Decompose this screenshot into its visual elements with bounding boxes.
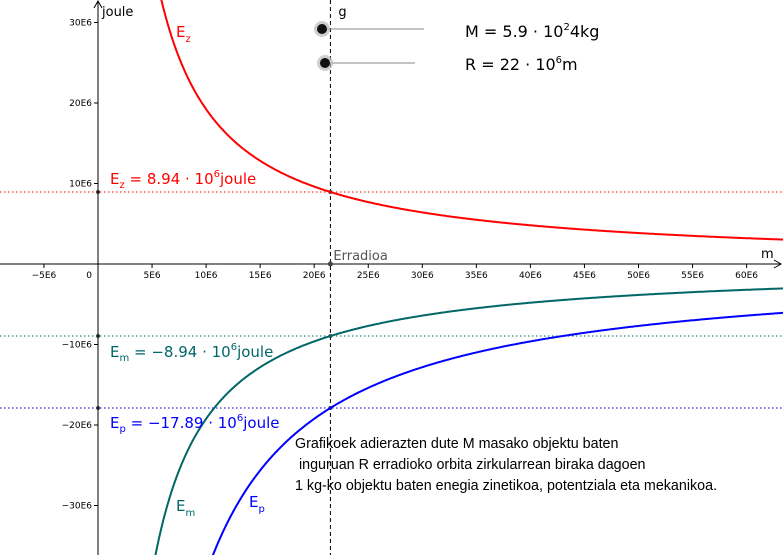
level-label-Em: Em = −8.94 · 106joule [110, 342, 273, 364]
x-tick-label: 35E6 [465, 271, 488, 281]
y-tick-label: 30E6 [69, 19, 92, 29]
x-tick-label: 0 [86, 271, 92, 281]
radius-point[interactable] [327, 261, 333, 267]
y-tick-label: 20E6 [69, 99, 92, 109]
sliders[interactable]: M = 5.9 · 1024kg R = 22 · 106m [314, 21, 599, 74]
x-tick-label: 10E6 [195, 271, 218, 281]
x-tick-label: 45E6 [573, 271, 596, 281]
level-label-Ep: Ep = −17.89 · 106joule [110, 413, 279, 435]
y-tick-label: −30E6 [62, 502, 93, 512]
radius-point-label: Erradioa [333, 249, 387, 264]
x-tick-label: 55E6 [681, 271, 704, 281]
curve-Em [154, 287, 783, 555]
ticks: −5E6 0 5E6 10E6 15E6 20E6 25E6 30E6 35E6 40E6 45E6… [32, 19, 759, 512]
description-line-1: Grafikoek adierazten dute M masako objek… [295, 436, 619, 452]
x-axis-label: m [761, 247, 774, 262]
x-tick-label: 30E6 [411, 271, 434, 281]
y-tick-label: −20E6 [62, 421, 93, 431]
x-tick-label: −5E6 [32, 271, 57, 281]
description-line-3: 1 kg-ko objektu baten enegia zinetikoa, … [295, 478, 718, 494]
description-text: Grafikoek adierazten dute M masako objek… [295, 434, 775, 497]
level-label-Ez: Ez = 8.94 · 106joule [110, 169, 256, 191]
y-axis-arrow [93, 0, 103, 9]
y-axis-label: joule [101, 5, 133, 20]
slider-label: M = 5.9 · 1024kg [465, 22, 599, 41]
description-line-2: inguruan R erradioko orbita zirkularrean… [295, 457, 646, 473]
x-tick-label: 40E6 [519, 271, 542, 281]
x-tick-label: 5E6 [143, 271, 160, 281]
radius-line-label: g [338, 5, 346, 20]
slider-handle[interactable] [320, 58, 330, 68]
slider-handle[interactable] [317, 24, 327, 34]
x-tick-label: 20E6 [303, 271, 326, 281]
curve-labels: g Erradioa Ez Em Ep Ez = 8.94 · 106joule Em = … [110, 5, 388, 519]
curve-Ez [160, 0, 783, 241]
x-axis-arrow [773, 259, 783, 269]
x-tick-label: 60E6 [735, 271, 758, 281]
slider-mass[interactable]: M = 5.9 · 1024kg [314, 21, 599, 41]
slider-radius[interactable]: R = 22 · 106m [317, 55, 578, 74]
curve-Ep [211, 311, 783, 555]
x-tick-label: 15E6 [249, 271, 272, 281]
curves [154, 0, 783, 555]
curve-label-Em: Em [176, 497, 195, 519]
x-tick-label: 25E6 [357, 271, 380, 281]
y-tick-label: 10E6 [69, 180, 92, 190]
curve-label-Ez: Ez [176, 23, 191, 45]
x-tick-label: 50E6 [627, 271, 650, 281]
y-tick-label: −10E6 [62, 341, 93, 351]
slider-label: R = 22 · 106m [465, 55, 578, 74]
curve-label-Ep: Ep [249, 493, 265, 515]
